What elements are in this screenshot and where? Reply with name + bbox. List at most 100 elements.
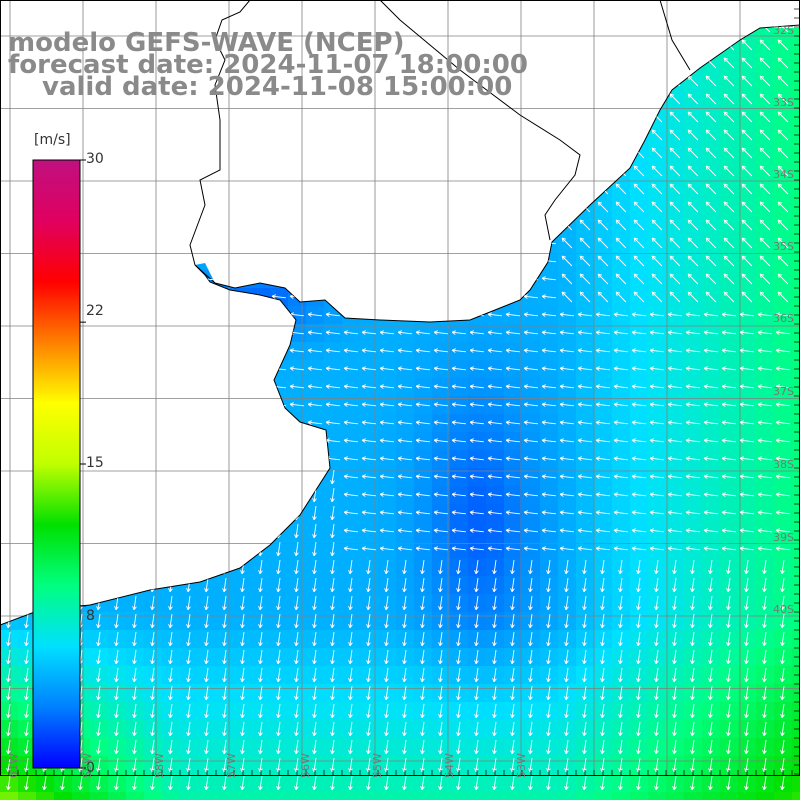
- wind-vector-arrow: [649, 330, 664, 335]
- wind-vector-arrow: [759, 75, 771, 87]
- wind-vector-arrow: [633, 255, 645, 267]
- wind-vector-arrow: [777, 75, 789, 87]
- wind-vector-arrow: [561, 291, 573, 303]
- wind-vector-arrow: [325, 330, 340, 335]
- wind-vector-arrow: [633, 291, 645, 303]
- wind-vector-arrow: [757, 402, 772, 407]
- wind-vector-arrow: [343, 330, 358, 335]
- wind-vector-arrow: [597, 219, 609, 231]
- wind-vector-arrow: [739, 330, 754, 335]
- wind-vector-arrow: [669, 273, 681, 285]
- wind-vector-arrow: [649, 420, 664, 425]
- wind-vector-arrow: [705, 165, 717, 177]
- wind-vector-arrow: [307, 330, 322, 335]
- wind-vector-arrow: [325, 348, 340, 353]
- wind-vector-arrow: [741, 57, 753, 69]
- wind-vector-arrow: [523, 438, 538, 443]
- wind-vector-arrow: [703, 384, 718, 389]
- wind-vector-arrow: [451, 402, 466, 407]
- wind-vector-arrow: [721, 420, 736, 425]
- wind-vector-arrow: [651, 183, 663, 195]
- wind-vector-arrow: [703, 402, 718, 407]
- wind-vector-arrow: [723, 75, 735, 87]
- wind-vector-arrow: [559, 330, 574, 335]
- wind-vector-arrow: [597, 237, 609, 249]
- wind-vector-arrow: [651, 273, 663, 285]
- wind-vector-arrow: [433, 366, 448, 371]
- wind-vector-arrow: [723, 183, 735, 195]
- wind-vector-arrow: [703, 438, 718, 443]
- wind-vector-arrow: [775, 330, 790, 335]
- wind-vector-arrow: [433, 348, 448, 353]
- wind-vector-arrow: [597, 255, 609, 267]
- wind-vector-arrow: [651, 147, 663, 159]
- wind-vector-arrow: [487, 402, 502, 407]
- wind-vector-arrow: [433, 402, 448, 407]
- wind-vector-arrow: [631, 438, 646, 443]
- wind-vector-arrow: [649, 312, 664, 317]
- wind-vector-arrow: [775, 402, 790, 407]
- wind-vector-arrow: [541, 438, 556, 443]
- wind-vector-arrow: [669, 165, 681, 177]
- wind-vector-arrow: [343, 438, 358, 443]
- wind-vector-arrow: [705, 291, 717, 303]
- wind-vector-arrow: [595, 384, 610, 389]
- wind-vector-arrow: [451, 366, 466, 371]
- lat-label: 32S: [773, 24, 794, 37]
- wind-vector-arrow: [669, 183, 681, 195]
- wind-vector-arrow: [289, 348, 304, 353]
- wind-vector-arrow: [487, 312, 502, 317]
- lagoon-line: [659, 0, 691, 71]
- wind-vector-arrow: [577, 312, 592, 317]
- wind-vector-arrow: [631, 384, 646, 389]
- field-cell: [774, 792, 793, 800]
- wind-vector-arrow: [523, 402, 538, 407]
- wind-vector-arrow: [703, 420, 718, 425]
- wind-vector-arrow: [705, 93, 717, 105]
- wind-vector-arrow: [759, 111, 771, 123]
- wind-vector-arrow: [721, 366, 736, 371]
- wind-vector-arrow: [667, 330, 682, 335]
- wind-vector-arrow: [325, 420, 340, 425]
- wind-vector-arrow: [597, 201, 609, 213]
- wind-vector-arrow: [685, 330, 700, 335]
- wind-vector-arrow: [667, 366, 682, 371]
- wind-vector-arrow: [451, 438, 466, 443]
- wind-vector-arrow: [325, 384, 340, 389]
- wind-vector-arrow: [739, 348, 754, 353]
- wind-vector-arrow: [487, 330, 502, 335]
- wind-vector-arrow: [631, 348, 646, 353]
- wind-vector-arrow: [741, 165, 753, 177]
- wind-vector-arrow: [361, 384, 376, 389]
- wind-vector-arrow: [777, 273, 789, 285]
- wind-vector-arrow: [739, 420, 754, 425]
- wind-vector-arrow: [739, 402, 754, 407]
- wind-vector-arrow: [615, 255, 627, 267]
- wind-vector-arrow: [579, 237, 591, 249]
- wind-vector-arrow: [307, 348, 322, 353]
- wind-vector-arrow: [777, 237, 789, 249]
- field-cell: [0, 792, 19, 800]
- colorbar-tick-15: 15: [86, 455, 104, 471]
- wind-vector-arrow: [415, 348, 430, 353]
- field-cell: [702, 792, 721, 800]
- wind-vector-arrow: [759, 39, 771, 51]
- field-cell: [342, 792, 361, 800]
- wind-vector-arrow: [613, 420, 628, 425]
- wind-vector-arrow: [759, 28, 771, 33]
- wind-vector-arrow: [541, 420, 556, 425]
- wind-vector-arrow: [723, 255, 735, 267]
- wind-vector-arrow: [777, 39, 789, 51]
- wind-vector-arrow: [777, 165, 789, 177]
- wind-vector-arrow: [541, 276, 556, 281]
- wind-vector-arrow: [505, 438, 520, 443]
- wind-vector-arrow: [469, 402, 484, 407]
- wind-vector-arrow: [615, 291, 627, 303]
- field-cell: [414, 792, 433, 800]
- field-cell: [756, 28, 775, 37]
- wind-vector-arrow: [577, 384, 592, 389]
- wind-vector-arrow: [541, 348, 556, 353]
- field-cell: [486, 792, 505, 800]
- wind-vector-arrow: [651, 165, 663, 177]
- field-cell: [576, 792, 595, 800]
